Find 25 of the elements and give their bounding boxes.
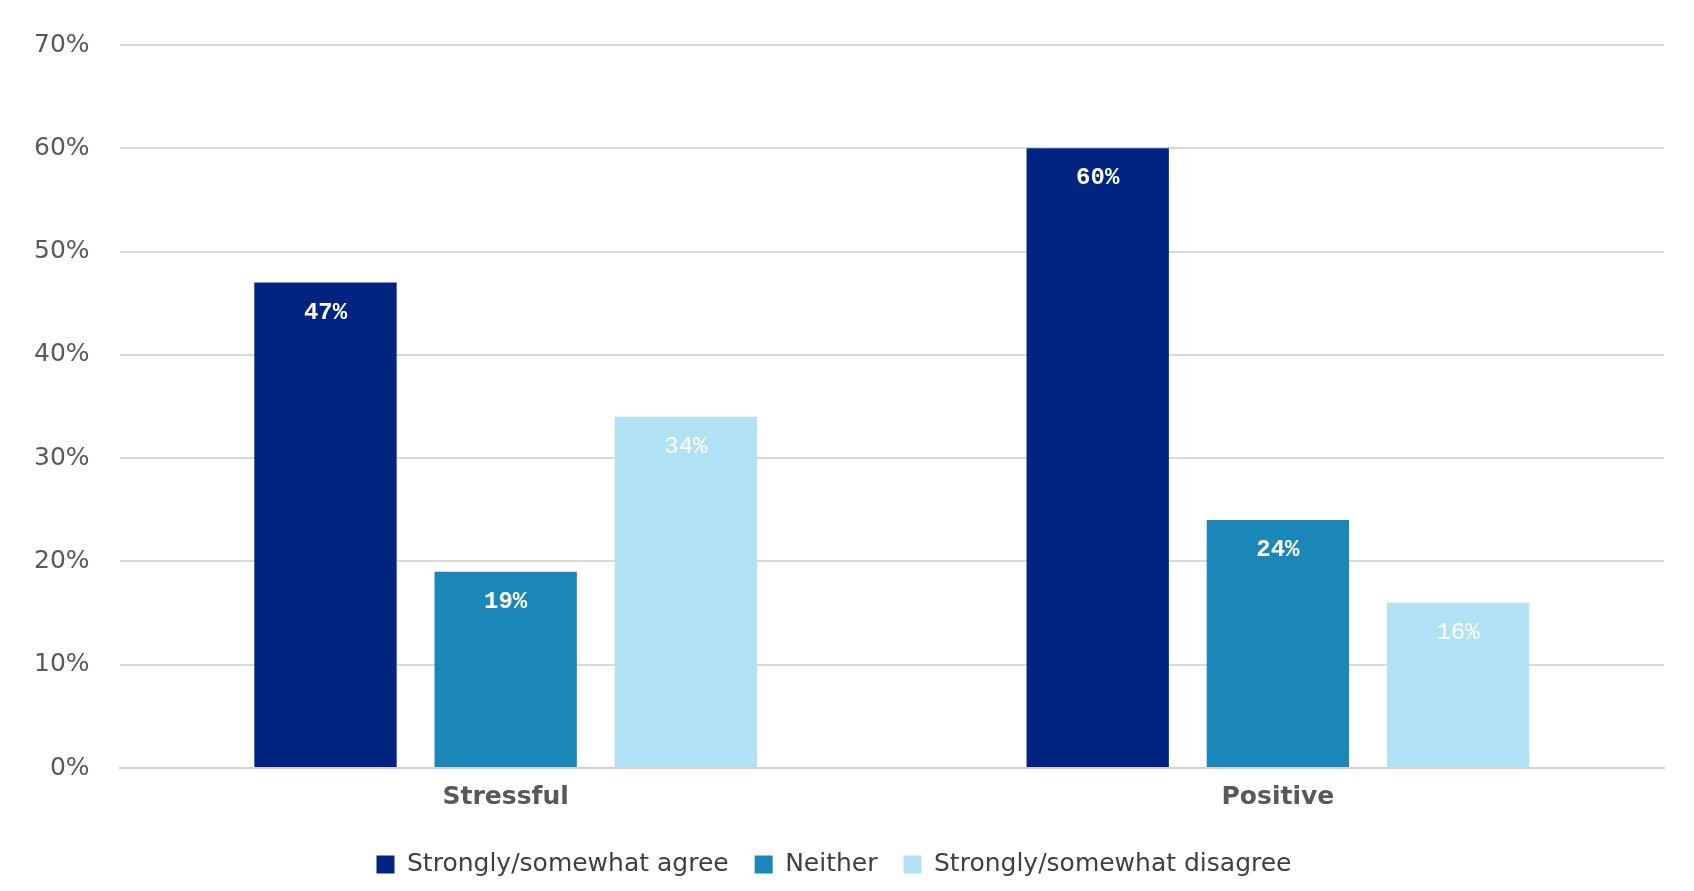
bar: [1026, 148, 1169, 767]
bar: [434, 571, 577, 767]
x-tick-label: Stressful: [442, 780, 569, 810]
y-tick-label: 30%: [33, 441, 90, 471]
y-tick-label: 60%: [33, 131, 90, 161]
y-tick-label: 20%: [33, 544, 90, 574]
data-label: 19%: [484, 587, 528, 615]
y-tick-label: 70%: [33, 28, 90, 58]
data-label: 24%: [1256, 536, 1301, 564]
legend-label: Neither: [785, 848, 879, 877]
data-label: 60%: [1076, 164, 1120, 192]
data-label: 34%: [664, 433, 709, 461]
legend-label: Strongly/somewhat disagree: [934, 848, 1292, 877]
y-tick-label: 40%: [33, 338, 90, 368]
data-label: 47%: [303, 298, 348, 326]
data-label: 16%: [1436, 619, 1481, 647]
bar: [1386, 602, 1530, 767]
y-tick-label: 50%: [33, 235, 90, 265]
x-tick-label: Positive: [1221, 780, 1335, 810]
bar: [614, 416, 758, 767]
legend-label: Strongly/somewhat agree: [407, 848, 729, 877]
bar: [1206, 520, 1350, 767]
y-tick-label: 10%: [33, 648, 90, 678]
bar: [254, 282, 397, 767]
y-tick-label: 0%: [49, 751, 90, 781]
